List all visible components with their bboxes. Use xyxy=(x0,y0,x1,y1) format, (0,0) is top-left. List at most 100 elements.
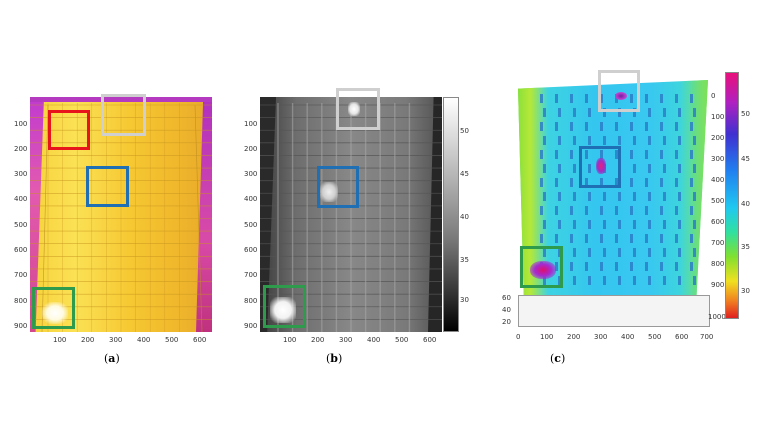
panel-dash xyxy=(693,164,696,173)
panel-dash xyxy=(570,150,573,159)
panel-dash xyxy=(630,150,633,159)
panel-dash xyxy=(663,276,666,285)
panel-dash xyxy=(630,234,633,243)
y-tick: 900 xyxy=(711,281,725,289)
y-tick: 600 xyxy=(244,246,258,254)
panel-dash xyxy=(678,276,681,285)
panel-dash xyxy=(675,150,678,159)
panel-dash xyxy=(615,150,618,159)
panel-dash xyxy=(603,108,606,117)
y-tick: 700 xyxy=(14,271,28,279)
panel-dash xyxy=(615,178,618,187)
y-tick: 100 xyxy=(244,120,258,128)
y-tick: 800 xyxy=(711,260,725,268)
panel-dash xyxy=(645,150,648,159)
panel-dash xyxy=(555,150,558,159)
panel-dash xyxy=(660,206,663,215)
panel-dash xyxy=(615,234,618,243)
x-tick: 300 xyxy=(594,333,608,341)
panel-dash xyxy=(690,234,693,243)
y-tick: 400 xyxy=(244,195,258,203)
panel-dash xyxy=(690,262,693,271)
y-tick: 300 xyxy=(244,170,258,178)
y-tick: 800 xyxy=(244,297,258,305)
hotspot-b-mid xyxy=(320,182,338,202)
panel-dash xyxy=(648,192,651,201)
panel-dash xyxy=(618,192,621,201)
cbar-tick: 30 xyxy=(460,296,469,304)
panel-dash xyxy=(663,136,666,145)
red-box-a xyxy=(48,110,90,150)
x-tick: 100 xyxy=(53,336,67,344)
x-tick: 100 xyxy=(283,336,297,344)
panel-dash xyxy=(588,192,591,201)
panel-dash xyxy=(540,206,543,215)
panel-dash xyxy=(543,276,546,285)
panel-dash xyxy=(618,136,621,145)
panel-dash xyxy=(555,234,558,243)
panel-dash xyxy=(543,108,546,117)
panel-dash xyxy=(630,206,633,215)
panel-dash xyxy=(555,94,558,103)
panel-dash xyxy=(600,150,603,159)
panel-dash xyxy=(540,234,543,243)
panel-dash xyxy=(678,220,681,229)
panel-dash xyxy=(573,136,576,145)
gray-box-c xyxy=(598,70,640,112)
panel-dash xyxy=(660,178,663,187)
panel-dash xyxy=(630,94,633,103)
z-tick: 60 xyxy=(502,294,511,302)
panel-dash xyxy=(618,220,621,229)
panel-dash xyxy=(675,94,678,103)
x-tick: 200 xyxy=(81,336,95,344)
base-plane-c xyxy=(518,295,710,327)
panel-dash xyxy=(588,108,591,117)
panel-dash xyxy=(633,220,636,229)
panel-dash xyxy=(660,94,663,103)
panel-dash xyxy=(600,262,603,271)
panel-dash xyxy=(570,122,573,131)
panel-dash xyxy=(693,248,696,257)
panel-dash xyxy=(618,108,621,117)
y-tick: 600 xyxy=(14,246,28,254)
panel-dash xyxy=(558,276,561,285)
y-tick: 200 xyxy=(14,145,28,153)
panel-dash xyxy=(660,122,663,131)
thermal-image-yellow xyxy=(30,97,212,332)
z-tick: 40 xyxy=(502,306,511,314)
hotspot-b-bottom xyxy=(270,297,296,323)
panel-dash xyxy=(570,94,573,103)
x-tick: 700 xyxy=(700,333,714,341)
colorbar-grayscale xyxy=(443,97,459,332)
panel-dash xyxy=(573,276,576,285)
panel-grid-a xyxy=(30,103,212,332)
panel-dash xyxy=(660,150,663,159)
cbar-tick: 45 xyxy=(460,170,469,178)
roof-edge-top xyxy=(30,97,212,102)
y-tick: 900 xyxy=(14,322,28,330)
panel-dash xyxy=(600,178,603,187)
panel-dash xyxy=(648,276,651,285)
panel-dash xyxy=(633,136,636,145)
hotspot-c-mid xyxy=(596,158,606,174)
panel-dash xyxy=(543,220,546,229)
y-tick: 300 xyxy=(711,155,725,163)
caption-b: (b) xyxy=(326,352,343,365)
panel-dash xyxy=(558,108,561,117)
panel-dash xyxy=(678,164,681,173)
panel-dash xyxy=(678,192,681,201)
y-tick: 500 xyxy=(244,221,258,229)
x-tick: 400 xyxy=(621,333,635,341)
panel-dash xyxy=(645,94,648,103)
panel-dash xyxy=(585,150,588,159)
colorbar-rainbow xyxy=(725,72,739,319)
panel-dash xyxy=(558,220,561,229)
y-tick: 500 xyxy=(711,197,725,205)
panel-dash xyxy=(585,234,588,243)
panel-dash xyxy=(570,262,573,271)
z-tick: 20 xyxy=(502,318,511,326)
y-tick: 400 xyxy=(711,176,725,184)
x-tick: 200 xyxy=(567,333,581,341)
panel-dash xyxy=(678,248,681,257)
x-tick: 0 xyxy=(516,333,521,341)
